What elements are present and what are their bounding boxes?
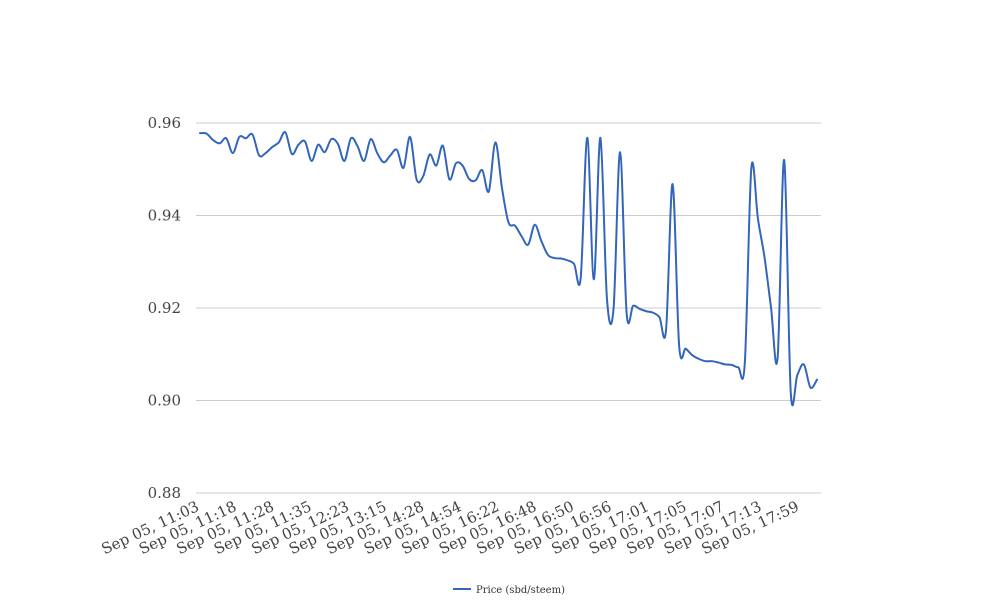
y-tick-label: 0.96 bbox=[148, 114, 181, 132]
series-line-price bbox=[199, 131, 818, 407]
legend: Price (sbd/steem) bbox=[453, 585, 565, 596]
gridlines bbox=[196, 122, 821, 494]
y-tick-label: 0.94 bbox=[148, 207, 181, 225]
legend-label: Price (sbd/steem) bbox=[476, 585, 565, 596]
y-tick-label: 0.92 bbox=[148, 299, 181, 317]
y-tick-label: 0.88 bbox=[148, 484, 181, 502]
y-tick-label: 0.90 bbox=[148, 392, 181, 410]
y-axis: 0.96 0.94 0.92 0.90 0.88 bbox=[148, 114, 181, 502]
